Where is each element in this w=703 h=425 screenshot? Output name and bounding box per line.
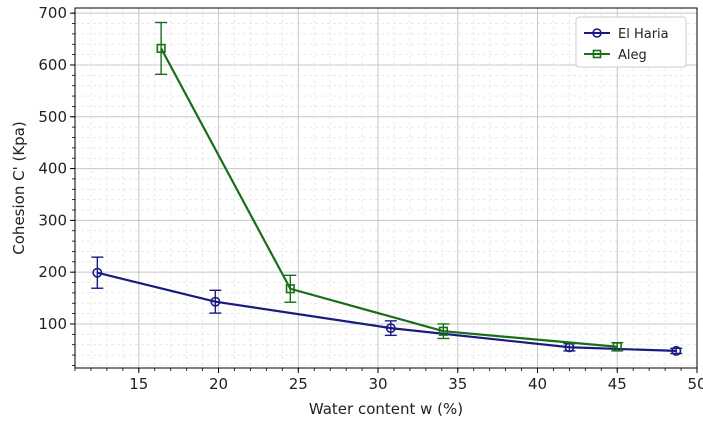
legend-marker-aleg: [592, 49, 602, 59]
legend-item-aleg: Aleg: [584, 48, 647, 63]
legend-item-el-haria: El Haria: [584, 27, 669, 42]
data-point: [210, 296, 221, 307]
data-point: [92, 267, 103, 278]
data-point: [612, 342, 622, 352]
x-tick-label: 30: [368, 375, 387, 393]
data-point: [156, 43, 166, 54]
y-tick-label: 100: [38, 315, 67, 333]
series-aleg: [155, 21, 624, 352]
y-tick-label: 200: [38, 263, 67, 281]
data-point: [438, 326, 449, 336]
major-grid: [75, 8, 698, 368]
x-tick-label: 40: [528, 375, 547, 393]
legend-marker-el-haria: [592, 28, 602, 38]
series-line-aleg: [160, 47, 618, 348]
x-tick-labels: 15 20 25 30 35 40 45 50: [129, 375, 703, 393]
plot-frame: [74, 7, 698, 369]
y-tick-label: 700: [38, 4, 67, 22]
x-tick-label: 20: [209, 375, 228, 393]
legend-label-el-haria: El Haria: [618, 27, 669, 42]
series-layer: [91, 21, 683, 356]
x-tick-label: 50: [687, 375, 703, 393]
legend: El Haria Aleg: [575, 16, 687, 68]
data-point: [385, 323, 396, 334]
x-axis-label: Water content w (%): [309, 400, 463, 418]
y-axis-label: Cohesion C' (Kpa): [10, 121, 28, 254]
y-tick-label: 400: [38, 160, 67, 178]
y-tick-label: 600: [38, 56, 67, 74]
data-point: [285, 284, 295, 294]
y-tick-label: 300: [38, 211, 67, 229]
x-tick-label: 15: [129, 375, 148, 393]
x-tick-label: 35: [448, 375, 467, 393]
data-point: [671, 345, 682, 356]
axis-ticks: [70, 12, 698, 373]
x-tick-label: 25: [289, 375, 308, 393]
legend-label-aleg: Aleg: [618, 48, 647, 63]
y-tick-labels: 100 200 300 400 500 600 700: [38, 4, 67, 333]
y-tick-label: 500: [38, 108, 67, 126]
x-tick-label: 45: [608, 375, 627, 393]
